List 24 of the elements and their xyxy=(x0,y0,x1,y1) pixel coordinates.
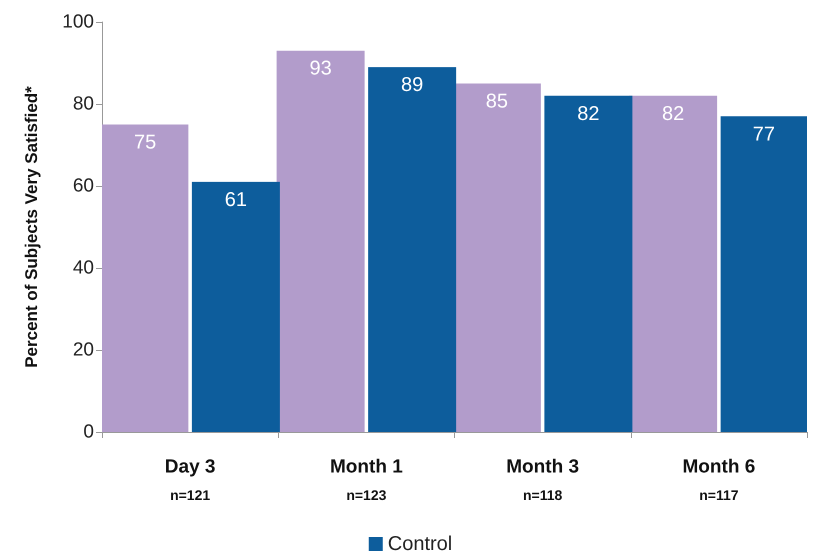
data-label: 85 xyxy=(486,90,508,112)
x-tick-label: Month 6 n=117 xyxy=(682,456,756,503)
y-tick-label: 80 xyxy=(72,94,94,114)
bar xyxy=(544,96,632,432)
bar xyxy=(368,67,456,432)
legend-label: Control xyxy=(388,533,452,555)
x-tick-label: Day 3 n=121 xyxy=(164,456,216,503)
bar xyxy=(276,50,365,432)
y-tick-label: 0 xyxy=(83,422,94,442)
data-label: 75 xyxy=(134,132,156,154)
data-label: 82 xyxy=(662,102,684,125)
y-tick-label: 20 xyxy=(72,340,94,360)
y-tick-label: 60 xyxy=(72,176,94,196)
data-label: 93 xyxy=(309,58,332,80)
data-label: 61 xyxy=(224,188,248,211)
y-tick-label: 100 xyxy=(62,12,94,32)
x-tick-label: Month 3 n=118 xyxy=(506,456,580,503)
y-tick-label: 40 xyxy=(72,258,94,278)
data-label: 77 xyxy=(752,123,775,146)
data-label: 82 xyxy=(577,102,600,125)
x-tick-label: Month 1 n=123 xyxy=(330,456,404,503)
bar xyxy=(192,182,280,432)
data-label: 89 xyxy=(401,74,424,96)
y-axis-title: Percent of Subjects Very Satisfied* xyxy=(22,86,41,368)
